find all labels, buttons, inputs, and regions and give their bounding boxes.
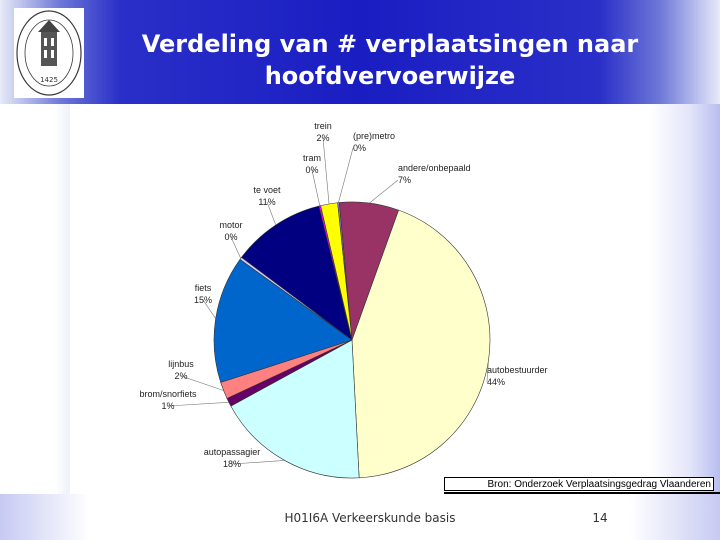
leader-line xyxy=(167,401,229,407)
pie-labels: (pre)metro 0% andere/onbepaald 7% autobestuu… xyxy=(139,121,547,469)
leader-line xyxy=(202,299,216,319)
leader-line xyxy=(369,179,399,204)
slice-name-label: brom/snorfiets xyxy=(139,389,197,399)
pie-slice-autobestuurder xyxy=(351,209,491,479)
slide-header xyxy=(0,0,720,104)
leader-line xyxy=(231,460,285,465)
leader-line xyxy=(266,201,277,226)
pie-slice-te-voet xyxy=(241,205,353,341)
slice-name-label: lijnbus xyxy=(168,359,194,369)
slice-percent-label: 7% xyxy=(398,175,411,185)
slice-percent-label: 15% xyxy=(194,295,212,305)
seal-graphic: 1425 xyxy=(16,10,82,96)
leader-line xyxy=(311,169,321,206)
leader-line xyxy=(180,375,224,391)
source-note: Bron: Onderzoek Verplaatsingsgedrag Vlaa… xyxy=(444,477,714,491)
footer-course-name: H01I6A Verkeerskunde basis xyxy=(284,511,456,525)
pie-leader-lines xyxy=(167,137,489,465)
slice-percent-label: 0% xyxy=(305,165,318,175)
slice-name-label: autobestuurder xyxy=(487,365,548,375)
slice-name-label: tram xyxy=(303,153,321,163)
pie-slices xyxy=(213,201,491,479)
slice-name-label: andere/onbepaald xyxy=(398,163,471,173)
leader-line xyxy=(338,147,354,203)
university-seal-icon: 1425 xyxy=(14,8,84,98)
pie-slice-trein xyxy=(320,202,353,341)
slice-name-label: autopassagier xyxy=(204,447,261,457)
slide-title: Verdeling van # verplaatsingen naar hoof… xyxy=(110,28,670,92)
slice-name-label: motor xyxy=(219,220,242,230)
slice-percent-label: 2% xyxy=(316,133,329,143)
slice-name-label: (pre)metro xyxy=(353,131,395,141)
slice-percent-label: 0% xyxy=(224,232,237,242)
leader-line xyxy=(322,137,330,204)
slice-percent-label: 0% xyxy=(353,143,366,153)
footer-page-number: 14 xyxy=(592,511,608,525)
slice-percent-label: 1% xyxy=(161,401,174,411)
slice-name-label: fiets xyxy=(195,283,212,293)
source-underline xyxy=(444,492,720,494)
slide-title-line2: hoofdvervoerwijze xyxy=(264,62,516,90)
slice-percent-label: 18% xyxy=(223,459,241,469)
right-gradient-band xyxy=(650,104,720,540)
leader-line xyxy=(230,236,242,259)
slice-percent-label: 2% xyxy=(174,371,187,381)
leader-line xyxy=(486,360,489,383)
slice-percent-label: 44% xyxy=(487,377,505,387)
slice-percent-label: 11% xyxy=(258,197,275,207)
slide-footer xyxy=(0,494,720,540)
left-gradient-band xyxy=(0,104,70,540)
slice-name-label: te voet xyxy=(253,185,281,195)
seal-year: 1425 xyxy=(40,76,58,84)
slice-name-label: trein xyxy=(314,121,332,131)
slide-title-line1: Verdeling van # verplaatsingen naar xyxy=(141,30,639,58)
